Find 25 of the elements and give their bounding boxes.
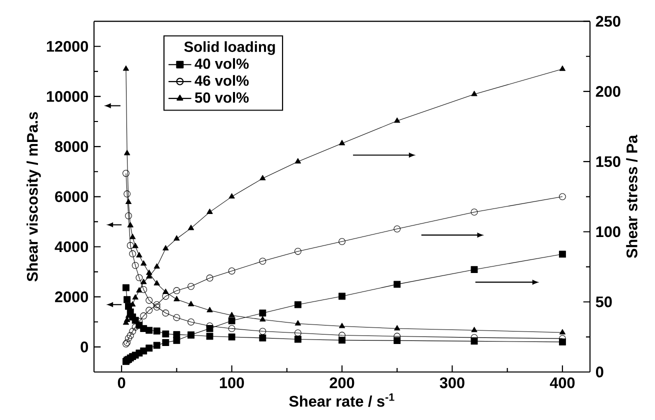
y2-tick-label: 50: [596, 296, 612, 308]
y-tick-label: 10000: [46, 91, 88, 102]
y-axis-title: Shear viscosity / mPa.s: [26, 112, 41, 282]
y2-tick-label: 0: [596, 366, 604, 378]
legend-label: 46 vol%: [194, 75, 249, 86]
y-tick-label: 0: [80, 342, 88, 352]
y-tick-label: 4000: [54, 241, 88, 252]
y-tick-label: 6000: [55, 191, 88, 202]
x-axis-title: Shear rate / s$^{-1}$: [289, 393, 394, 407]
x-tick-label: 400: [550, 377, 575, 388]
x-tick-label: 100: [220, 377, 244, 388]
y-tick-label: 2000: [55, 291, 88, 302]
legend-label: 50 vol%: [194, 92, 249, 103]
x-tick-label: 200: [330, 377, 354, 388]
y2-tick-label: 100: [596, 226, 620, 238]
y-tick-label: 8000: [55, 141, 88, 152]
x-tick-label: 300: [440, 377, 464, 388]
y2-tick-label: 250: [596, 16, 620, 27]
y2-tick-label: 200: [596, 86, 620, 97]
x-tick-label: 0: [118, 377, 126, 388]
y2-axis-title: Shear stress / Pa: [626, 134, 638, 258]
y2-tick-label: 150: [596, 156, 620, 168]
legend-title: Solid loading: [184, 41, 275, 55]
legend-label: 40 vol%: [194, 58, 249, 69]
y-tick-label: 12000: [46, 40, 88, 52]
